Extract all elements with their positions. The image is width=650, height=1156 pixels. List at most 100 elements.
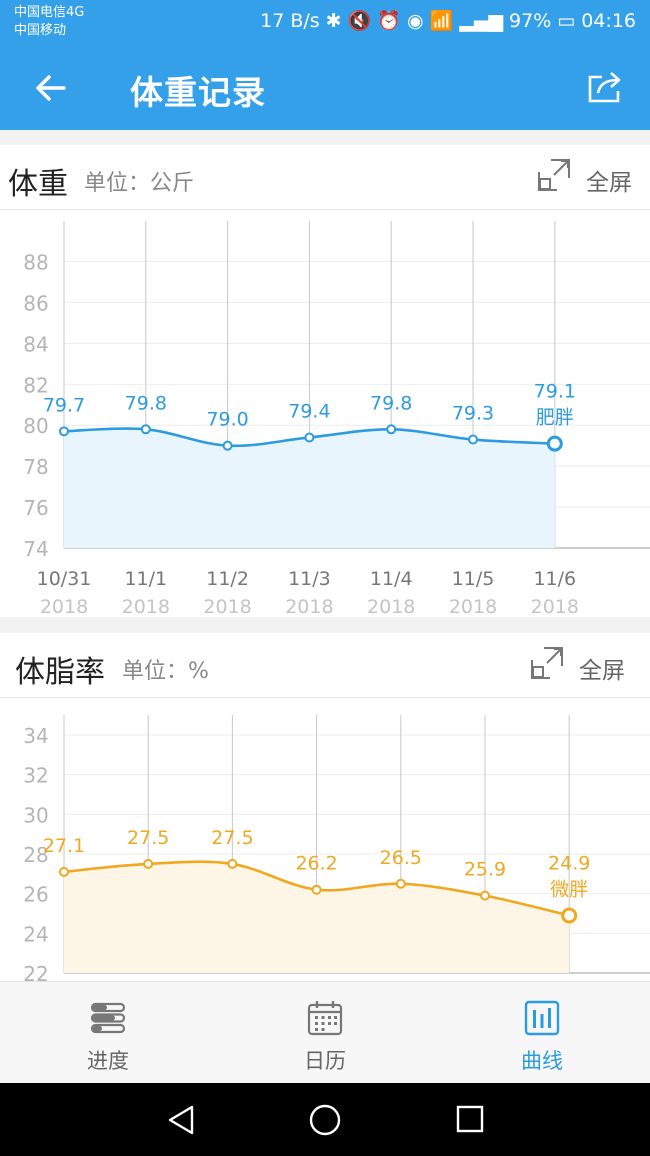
nav-label-chart: 曲线: [521, 1049, 563, 1073]
x-tick-label: 11/2: [206, 568, 249, 590]
data-label: 79.0: [206, 409, 248, 431]
data-point: [222, 440, 233, 451]
bodyfat-card: 体脂率 单位：% 全屏 22 24 26 28 30 32 34 27.1 27.5 27.5 26…: [0, 633, 650, 981]
y-tick-label: 76: [23, 496, 48, 520]
x-year-label: 2018: [285, 596, 333, 617]
y-tick-label: 82: [23, 373, 48, 397]
weight-unit: 单位：公斤: [84, 171, 195, 196]
y-tick-label: 74: [23, 537, 48, 561]
y-tick-label: 22: [23, 962, 48, 981]
y-tick-label: 88: [23, 250, 48, 274]
status-label: 微胖: [550, 878, 588, 900]
fullscreen-icon[interactable]: [530, 646, 564, 680]
y-tick-label: 80: [23, 414, 48, 438]
data-point: [561, 907, 578, 924]
data-point: [311, 884, 322, 895]
status-right: 17 B/s ✱ 🔇 ⏰ ◉ 📶 ▂▄▆ 97% ▭ 04:16: [260, 9, 636, 33]
x-year-label: 2018: [203, 596, 251, 617]
data-point: [59, 426, 69, 437]
carrier-1: 中国电信4G: [14, 5, 85, 20]
y-tick-label: 84: [23, 332, 48, 356]
data-label: 79.4: [288, 400, 330, 422]
x-tick-label: 10/31: [37, 568, 92, 590]
data-label: 25.9: [464, 859, 506, 881]
bottom-nav: 进度 日历 曲线: [0, 981, 650, 1084]
network-speed: 17 B/s: [260, 9, 320, 32]
battery-icon: ▭: [557, 9, 576, 32]
data-point: [59, 866, 69, 877]
fullscreen-icon[interactable]: [537, 158, 571, 192]
bodyfat-unit: 单位：%: [122, 659, 209, 684]
y-tick-label: 34: [23, 724, 48, 748]
data-label: 79.3: [452, 403, 494, 425]
x-tick-label: 11/1: [124, 568, 167, 590]
data-point: [227, 858, 238, 869]
weight-fullscreen-button[interactable]: 全屏: [586, 170, 632, 196]
data-point: [143, 858, 154, 869]
bluetooth-icon: ✱: [325, 9, 342, 32]
recents-square-icon[interactable]: [455, 1104, 485, 1134]
nav-item-progress[interactable]: 进度: [43, 982, 173, 1084]
y-tick-label: 24: [23, 922, 48, 946]
alarm-icon: ⏰: [377, 10, 401, 32]
x-year-label: 2018: [122, 596, 170, 617]
eye-icon: ◉: [406, 9, 424, 32]
weight-title: 体重: [8, 167, 68, 202]
x-tick-label: 11/4: [370, 568, 413, 590]
x-year-label: 2018: [367, 596, 415, 617]
data-label: 79.8: [125, 392, 167, 414]
nav-item-chart[interactable]: 曲线: [477, 982, 607, 1084]
y-tick-label: 26: [23, 883, 48, 907]
x-year-label: 2018: [40, 596, 88, 617]
data-point: [395, 878, 406, 889]
data-point: [480, 890, 490, 901]
share-icon[interactable]: [586, 69, 624, 105]
signal-icon: ▂▄▆: [459, 9, 504, 32]
data-label: 27.5: [127, 827, 169, 849]
carrier-2: 中国移动: [14, 23, 67, 38]
x-year-label: 2018: [531, 596, 579, 617]
area-fill: [64, 428, 555, 548]
bodyfat-fullscreen-button[interactable]: 全屏: [579, 658, 625, 684]
data-label: 26.5: [380, 847, 422, 869]
bodyfat-title: 体脂率: [15, 655, 105, 690]
x-tick-label: 11/3: [288, 568, 331, 590]
bodyfat-chart: 22 24 26 28 30 32 34 27.1 27.5 27.5 26.2 26.5 25.9 24…: [23, 715, 650, 981]
home-circle-icon[interactable]: [308, 1103, 342, 1137]
y-tick-label: 78: [23, 455, 48, 479]
chart-icon: [524, 1000, 560, 1036]
battery-percent: 97%: [509, 9, 552, 32]
data-point: [304, 432, 315, 443]
x-tick-label: 11/5: [452, 568, 495, 590]
weight-card-header: 体重 单位：公斤 全屏: [0, 145, 650, 210]
wifi-icon: 📶: [429, 10, 454, 32]
status-label: 肥胖: [536, 407, 574, 429]
y-tick-label: 86: [23, 291, 48, 315]
progress-icon: [90, 1002, 126, 1034]
data-point: [386, 424, 397, 435]
weight-card: 体重 单位：公斤 全屏 74 76 78 80 82 84 86 88 79.7 79.8 79.0…: [0, 145, 650, 617]
data-label: 27.1: [43, 835, 85, 857]
status-bar: 中国电信4G 中国移动 17 B/s ✱ 🔇 ⏰ ◉ 📶 ▂▄▆ 97% ▭ 0…: [0, 0, 650, 44]
data-label: 79.8: [370, 392, 412, 414]
system-nav-bar: [0, 1083, 650, 1156]
data-label: 24.9: [548, 852, 590, 874]
data-label: 26.2: [295, 853, 337, 875]
data-point: [468, 434, 478, 445]
y-tick-label: 28: [23, 843, 48, 867]
nav-item-calendar[interactable]: 日历: [260, 982, 390, 1084]
data-label: 27.5: [211, 827, 253, 849]
data-label: 79.7: [43, 394, 85, 416]
mute-icon: 🔇: [347, 10, 372, 32]
data-point: [140, 424, 151, 435]
x-tick-label: 11/6: [533, 568, 576, 590]
y-tick-label: 30: [23, 803, 48, 827]
carrier-info: 中国电信4G 中国移动: [14, 4, 84, 40]
app-bar: 体重记录: [0, 44, 650, 130]
x-year-label: 2018: [449, 596, 497, 617]
back-triangle-icon[interactable]: [166, 1104, 196, 1136]
nav-label-calendar: 日历: [304, 1049, 346, 1073]
arrow-left-icon[interactable]: [34, 71, 68, 105]
data-label: 79.1: [534, 381, 576, 403]
clock: 04:16: [581, 9, 636, 32]
